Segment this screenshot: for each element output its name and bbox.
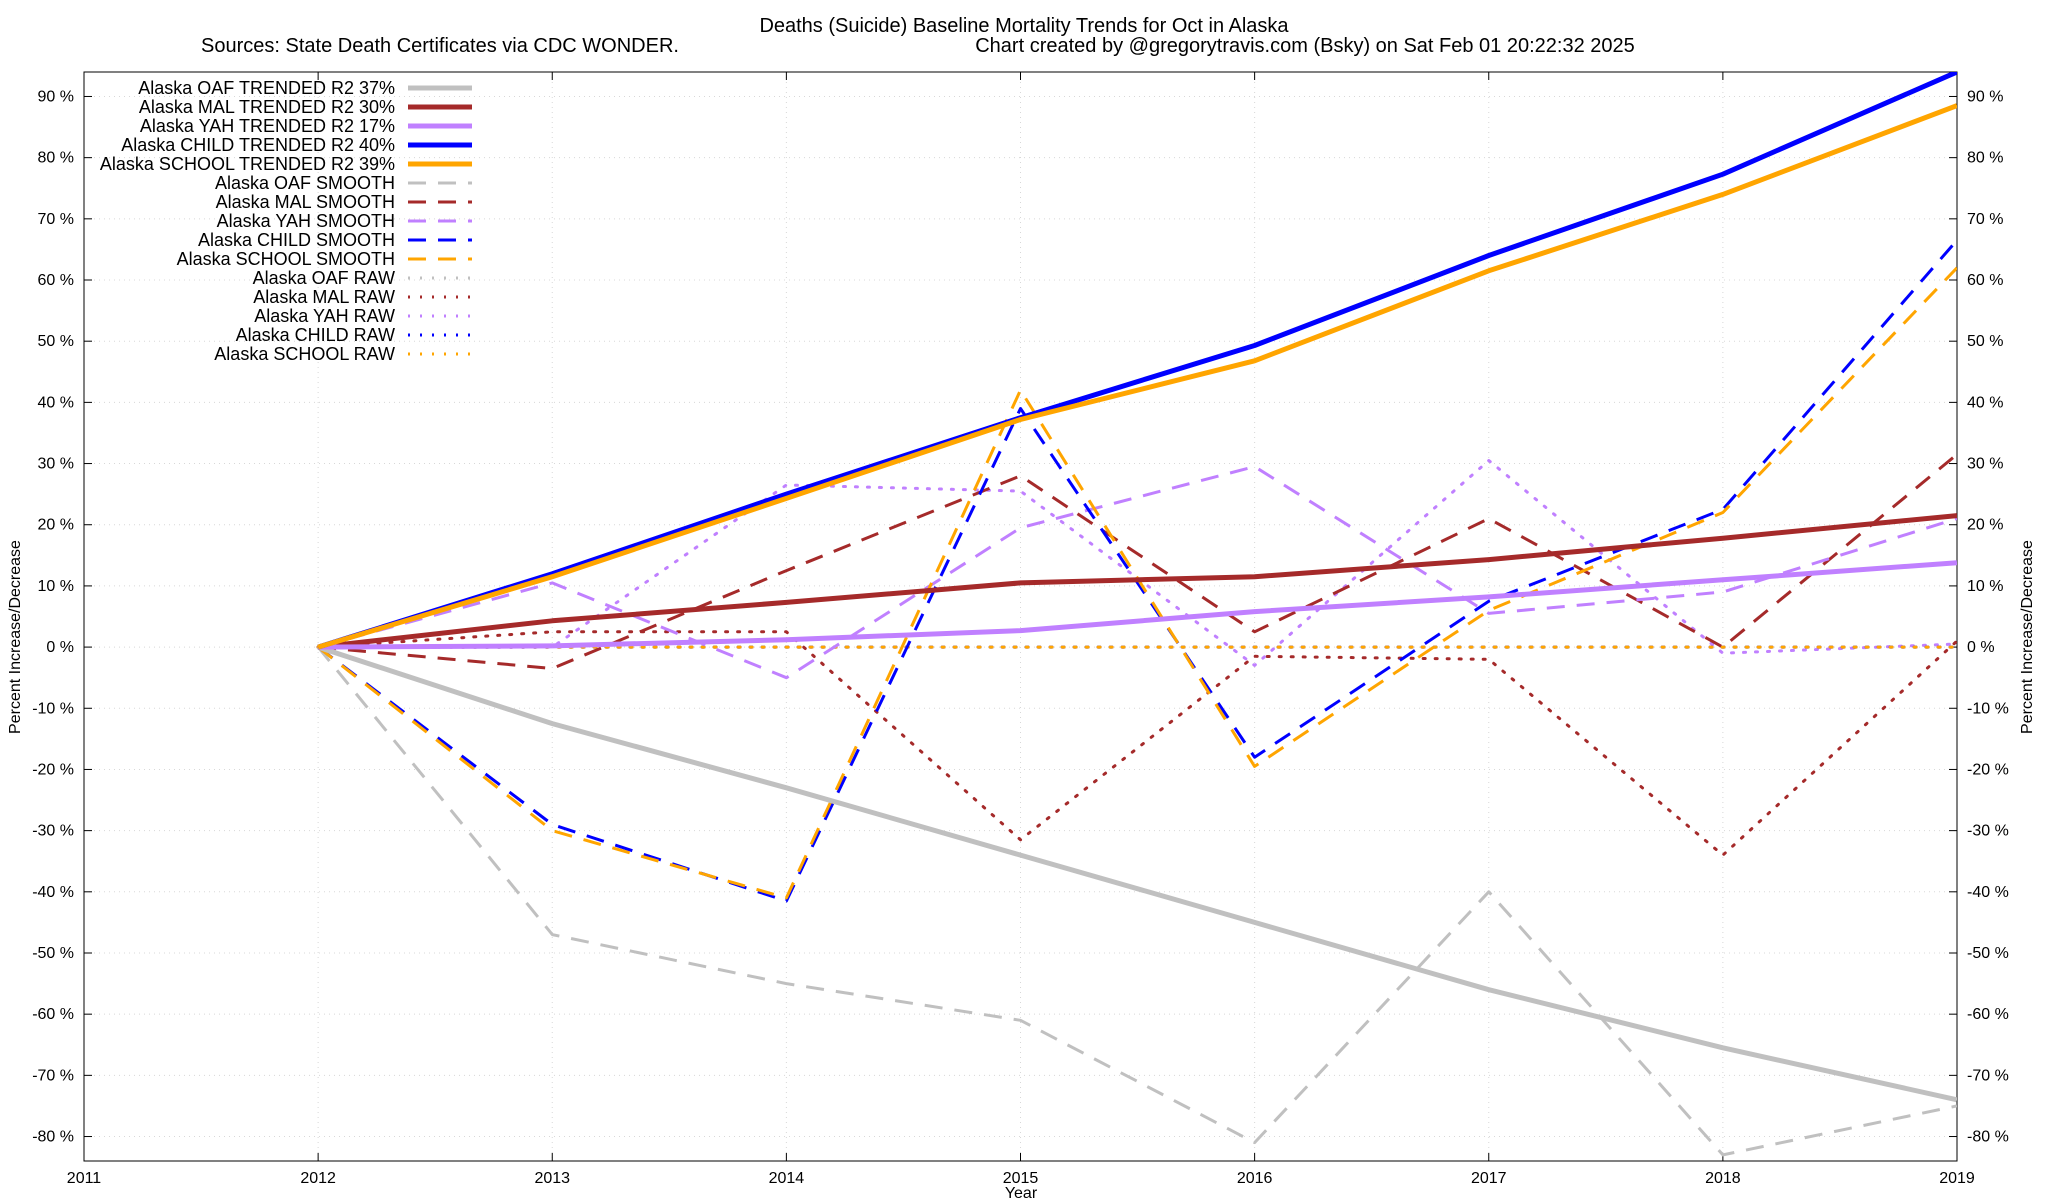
y-tick-label-left: -20 % xyxy=(32,761,74,778)
y-tick-label-left: 0 % xyxy=(46,639,74,656)
legend-label-9: Alaska SCHOOL SMOOTH xyxy=(177,249,395,269)
x-tick-label: 2012 xyxy=(300,1170,336,1187)
x-tick-label: 2019 xyxy=(1939,1170,1975,1187)
legend-label-4: Alaska SCHOOL TRENDED R2 39% xyxy=(100,154,395,174)
x-tick-label: 2015 xyxy=(1003,1170,1039,1187)
x-tick-label: 2014 xyxy=(769,1170,805,1187)
x-tick-label: 2017 xyxy=(1471,1170,1507,1187)
y-tick-label-left: 70 % xyxy=(38,211,74,228)
series-line-3 xyxy=(317,72,1957,650)
legend-label-11: Alaska MAL RAW xyxy=(253,287,395,307)
y-tick-label-right: 70 % xyxy=(1967,211,2003,228)
y-tick-label-right: 30 % xyxy=(1967,456,2003,473)
y-tick-label-right: -50 % xyxy=(1967,945,2009,962)
chart-subtitle-sources: Sources: State Death Certificates via CD… xyxy=(201,35,679,57)
y-tick-label-right: -40 % xyxy=(1967,884,2009,901)
y-tick-label-right: -30 % xyxy=(1967,823,2009,840)
legend-label-7: Alaska YAH SMOOTH xyxy=(217,211,395,231)
legend: Alaska OAF TRENDED R2 37%Alaska MAL TREN… xyxy=(100,78,472,364)
series-lines xyxy=(316,72,1957,1157)
series-line-11 xyxy=(316,630,1957,857)
y-tick-label-left: -80 % xyxy=(32,1129,74,1146)
series-line-2 xyxy=(318,560,1957,650)
x-tick-label: 2018 xyxy=(1705,1170,1741,1187)
y-tick-label-right: 10 % xyxy=(1967,578,2003,595)
legend-label-1: Alaska MAL TRENDED R2 30% xyxy=(139,97,395,117)
axes: 90 % 90 % 80 % 80 % 70 % 70 % 60 % 60 % 50 % 50 %… xyxy=(32,71,2009,1187)
y-tick-label-left: 80 % xyxy=(38,150,74,167)
y-tick-label-right: 40 % xyxy=(1967,394,2003,411)
y-tick-label-right: -20 % xyxy=(1967,761,2009,778)
y-tick-label-right: 0 % xyxy=(1967,639,1995,656)
y-tick-label-left: 40 % xyxy=(38,394,74,411)
x-tick-label: 2016 xyxy=(1237,1170,1273,1187)
y-tick-label-right: -70 % xyxy=(1967,1067,2009,1084)
legend-label-13: Alaska CHILD RAW xyxy=(236,325,395,345)
y-tick-label-left: -50 % xyxy=(32,945,74,962)
y-tick-label-left: 60 % xyxy=(38,272,74,289)
y-axis-label-right: Percent Increase/Decrease xyxy=(2019,540,2036,734)
legend-label-12: Alaska YAH RAW xyxy=(254,306,395,326)
y-tick-label-right: -80 % xyxy=(1967,1129,2009,1146)
y-axis-label-left: Percent Increase/Decrease xyxy=(7,540,24,734)
y-tick-label-right: 50 % xyxy=(1967,333,2003,350)
series-line-0 xyxy=(317,644,1957,1103)
legend-label-5: Alaska OAF SMOOTH xyxy=(215,173,395,193)
series-line-1 xyxy=(317,513,1957,650)
series-line-4 xyxy=(317,103,1957,650)
y-tick-label-right: 80 % xyxy=(1967,150,2003,167)
chart-title: Deaths (Suicide) Baseline Mortality Tren… xyxy=(759,15,1289,37)
y-tick-label-left: -10 % xyxy=(32,700,74,717)
chart-subtitle-credit: Chart created by @gregorytravis.com (Bsk… xyxy=(975,35,1635,57)
y-tick-label-right: -60 % xyxy=(1967,1006,2009,1023)
y-tick-label-left: 20 % xyxy=(38,517,74,534)
series-line-7 xyxy=(317,465,1957,680)
legend-label-10: Alaska OAF RAW xyxy=(253,268,395,288)
series-line-5 xyxy=(316,646,1957,1157)
x-tick-label: 2013 xyxy=(534,1170,570,1187)
y-tick-label-right: 90 % xyxy=(1967,88,2003,105)
series-line-6 xyxy=(317,453,1957,670)
series-line-8 xyxy=(317,239,1957,903)
x-axis-label: Year xyxy=(1005,1185,1038,1200)
y-tick-label-left: -60 % xyxy=(32,1006,74,1023)
legend-label-0: Alaska OAF TRENDED R2 37% xyxy=(138,78,395,98)
y-tick-label-left: 90 % xyxy=(38,88,74,105)
series-line-12 xyxy=(316,459,1957,667)
y-tick-label-left: -30 % xyxy=(32,823,74,840)
legend-label-2: Alaska YAH TRENDED R2 17% xyxy=(140,116,395,136)
y-tick-label-left: 30 % xyxy=(38,456,74,473)
y-tick-label-right: -10 % xyxy=(1967,700,2009,717)
y-tick-label-left: -70 % xyxy=(32,1067,74,1084)
legend-label-8: Alaska CHILD SMOOTH xyxy=(198,230,395,250)
x-tick-label: 2011 xyxy=(67,1170,102,1187)
legend-label-6: Alaska MAL SMOOTH xyxy=(216,192,395,212)
legend-label-3: Alaska CHILD TRENDED R2 40% xyxy=(121,135,395,155)
y-tick-label-left: 10 % xyxy=(38,578,74,595)
y-tick-label-left: 50 % xyxy=(38,333,74,350)
legend-label-14: Alaska SCHOOL RAW xyxy=(214,344,395,364)
y-tick-label-right: 60 % xyxy=(1967,272,2003,289)
y-tick-label-left: -40 % xyxy=(32,884,74,901)
y-tick-label-right: 20 % xyxy=(1967,517,2003,534)
